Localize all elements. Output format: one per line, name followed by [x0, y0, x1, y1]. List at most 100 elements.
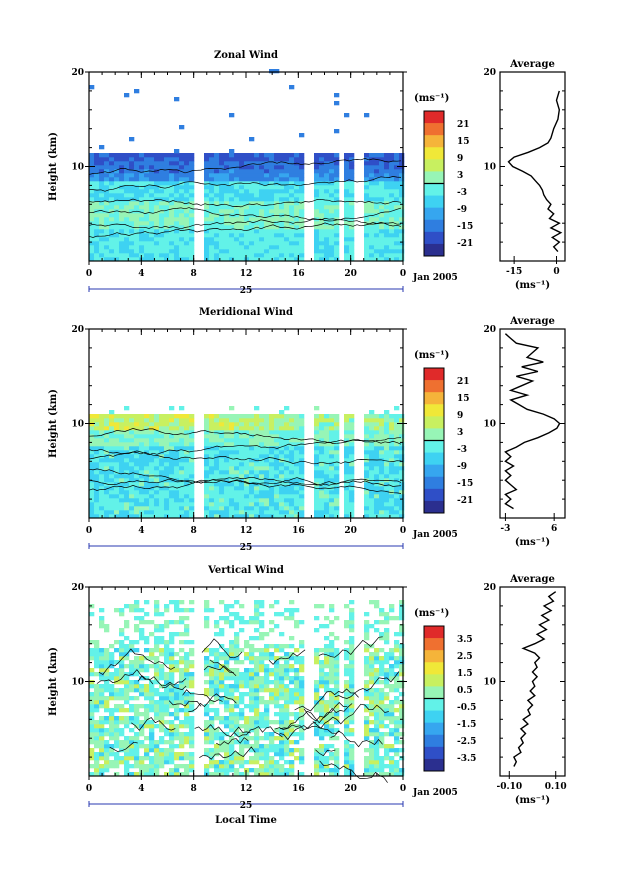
heatmap-cell [314, 764, 319, 768]
heatmap-cell [384, 616, 389, 620]
heatmap-cell [94, 752, 99, 756]
heatmap-cell [364, 656, 369, 660]
heatmap-cell [204, 177, 209, 181]
heatmap-cell [154, 241, 159, 245]
heatmap-cell [274, 760, 279, 764]
heatmap-cell [224, 197, 229, 201]
heatmap-cell [254, 712, 259, 716]
heatmap-cell [209, 680, 214, 684]
heatmap-cell [184, 652, 189, 656]
heatmap-cell [189, 474, 194, 478]
heatmap-cell [169, 510, 174, 514]
heatmap-cell [364, 474, 369, 478]
heatmap-cell [394, 724, 399, 728]
heatmap-cell [234, 209, 239, 213]
heatmap-cell [169, 213, 174, 217]
heatmap-cell [124, 446, 129, 450]
heatmap-cell [229, 620, 234, 624]
heatmap-cell [374, 728, 379, 732]
heatmap-cell [129, 502, 134, 506]
heatmap-cell [269, 696, 274, 700]
colorbar-swatch [424, 135, 444, 147]
heatmap-cell [244, 494, 249, 498]
heatmap-cell [229, 684, 234, 688]
heatmap-cell [349, 652, 354, 656]
heatmap-cell [204, 189, 209, 193]
heatmap-cell [279, 764, 284, 768]
heatmap-cell [299, 157, 304, 161]
heatmap-cell [314, 193, 319, 197]
heatmap-cell [284, 608, 289, 612]
heatmap-cell [204, 197, 209, 201]
heatmap-cell [99, 696, 104, 700]
heatmap-cell [384, 450, 389, 454]
heatmap-cell [119, 490, 124, 494]
heatmap-cell [364, 205, 369, 209]
heatmap-cell [229, 193, 234, 197]
heatmap-cell [144, 217, 149, 221]
heatmap-cell [179, 426, 184, 430]
heatmap-cell [164, 708, 169, 712]
heatmap-cell [119, 628, 124, 632]
heatmap-cell [279, 676, 284, 680]
heatmap-cell [374, 748, 379, 752]
heatmap-cell [279, 462, 284, 466]
heatmap-cell [124, 760, 129, 764]
heatmap-cell [289, 173, 294, 177]
heatmap-cell [239, 169, 244, 173]
heatmap-cell [344, 430, 349, 434]
heatmap-cell [319, 756, 324, 760]
heatmap-cell [389, 756, 394, 760]
heatmap-cell [344, 510, 349, 514]
heatmap-cell [259, 736, 264, 740]
heatmap-cell [374, 205, 379, 209]
heatmap-cell [129, 708, 134, 712]
heatmap-cell [109, 225, 114, 229]
heatmap-cell [374, 253, 379, 257]
heatmap-cell [214, 193, 219, 197]
heatmap-cell [284, 506, 289, 510]
heatmap-cell [169, 157, 174, 161]
heatmap-cell [174, 253, 179, 257]
heatmap-cell [289, 205, 294, 209]
heatmap-cell [124, 153, 129, 157]
heatmap-cell [374, 600, 379, 604]
heatmap-cell [179, 506, 184, 510]
heatmap-cell [164, 173, 169, 177]
heatmap-cell [174, 668, 179, 672]
heatmap-cell [269, 249, 274, 253]
heatmap-cell [89, 708, 94, 712]
heatmap-cell [119, 644, 124, 648]
heatmap-cell [369, 752, 374, 756]
heatmap-cell [94, 161, 99, 165]
heatmap-cell [274, 656, 279, 660]
heatmap-cell [124, 756, 129, 760]
heatmap-cell [149, 768, 154, 772]
heatmap-cell [204, 414, 209, 418]
heatmap-cell [229, 470, 234, 474]
heatmap-cell [329, 153, 334, 157]
heatmap-cell [289, 209, 294, 213]
heatmap-cell [184, 640, 189, 644]
heatmap-cell [319, 490, 324, 494]
heatmap-cell [134, 153, 139, 157]
heatmap-cell [394, 510, 399, 514]
heatmap-cell [89, 510, 94, 514]
heatmap-cell [129, 249, 134, 253]
heatmap-cell [344, 422, 349, 426]
heatmap-cell [154, 510, 159, 514]
heatmap-cell [289, 490, 294, 494]
heatmap-cell [134, 664, 139, 668]
heatmap-cell [104, 161, 109, 165]
heatmap-cell [329, 189, 334, 193]
heatmap-cell [139, 241, 144, 245]
heatmap-cell [229, 426, 234, 430]
heatmap-cell [379, 668, 384, 672]
heatmap-cell [189, 684, 194, 688]
heatmap-cell [119, 414, 124, 418]
heatmap-cell [269, 165, 274, 169]
heatmap-cell [164, 624, 169, 628]
heatmap-cell [144, 636, 149, 640]
heatmap-cell [364, 756, 369, 760]
heatmap-cell [394, 181, 399, 185]
